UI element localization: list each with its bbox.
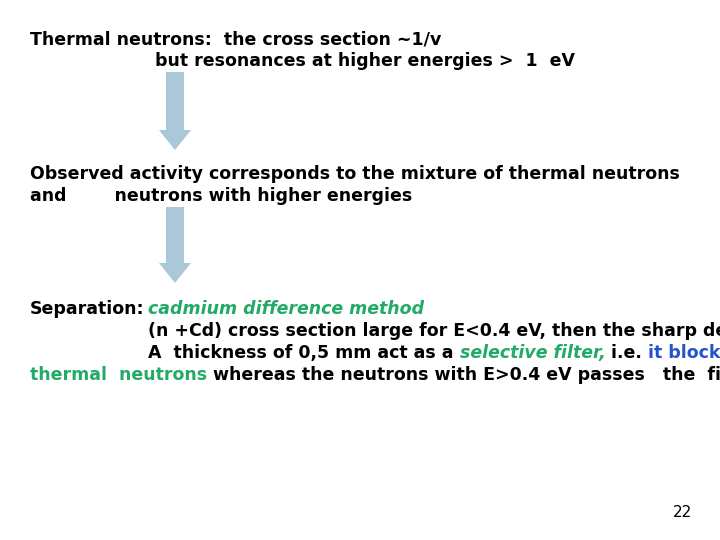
- Polygon shape: [159, 72, 191, 150]
- Text: Observed activity corresponds to the mixture of thermal neutrons: Observed activity corresponds to the mix…: [30, 165, 680, 183]
- Text: (n +Cd) cross section large for E<0.4 eV, then the sharp decrease: (n +Cd) cross section large for E<0.4 eV…: [148, 322, 720, 340]
- Text: but resonances at higher energies >  1  eV: but resonances at higher energies > 1 eV: [155, 52, 575, 70]
- Text: cadmium difference method: cadmium difference method: [148, 300, 424, 318]
- Text: and        neutrons with higher energies: and neutrons with higher energies: [30, 187, 413, 205]
- Text: i.e.: i.e.: [606, 344, 648, 362]
- Text: selective filter,: selective filter,: [459, 344, 606, 362]
- Polygon shape: [159, 207, 191, 283]
- Text: A  thickness of 0,5 mm act as a: A thickness of 0,5 mm act as a: [148, 344, 459, 362]
- Text: it blocks the: it blocks the: [648, 344, 720, 362]
- Text: thermal  neutrons: thermal neutrons: [30, 366, 207, 384]
- Text: 22: 22: [672, 505, 692, 520]
- Text: whereas the neutrons with E>0.4 eV passes   the  filter: whereas the neutrons with E>0.4 eV passe…: [207, 366, 720, 384]
- Text: Separation:: Separation:: [30, 300, 145, 318]
- Text: Thermal neutrons:  the cross section ~1/v: Thermal neutrons: the cross section ~1/v: [30, 30, 441, 48]
